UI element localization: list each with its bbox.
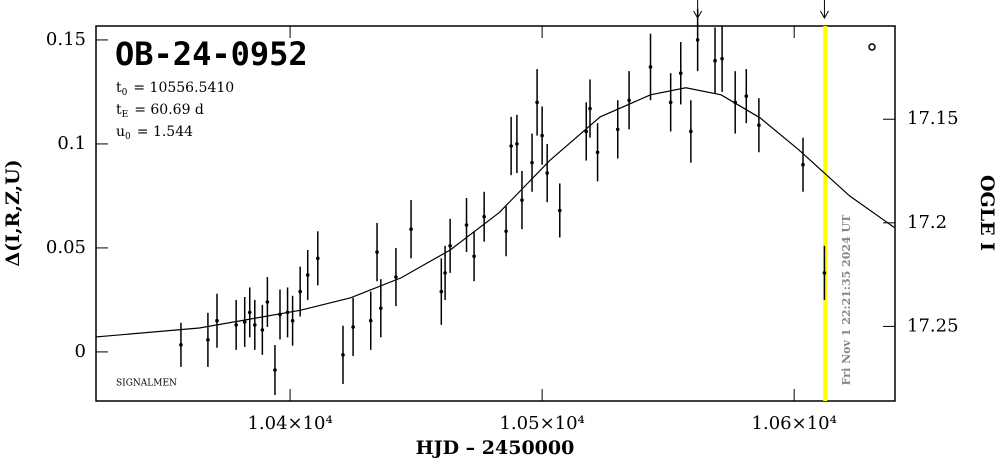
y2-axis-label: OGLE I [976,175,998,251]
data-point [472,254,476,259]
symbol-marker [868,43,876,51]
data-point [464,223,469,227]
data-point [689,129,693,134]
note: SIGNALMEN [116,379,177,389]
data-point [648,65,653,69]
data-point [234,323,238,327]
y-tick-label: 0.15 [46,29,86,50]
data-point [351,325,355,329]
data-point [588,106,592,111]
parameter-symbol: t [116,80,122,96]
y2-tick-label: 17.25 [907,315,959,336]
data-point [260,328,265,332]
parameter-value: = 1.544 [137,124,193,140]
data-point [584,129,589,134]
data-point [305,273,310,277]
data-point [316,256,320,261]
data-point [545,171,549,175]
data-point [509,144,513,148]
data-point [713,58,717,63]
data-point [443,271,447,275]
fit-parameter: t0 = 10556.5410 [116,80,234,98]
epoch-arrow [819,0,829,20]
data-point [242,320,247,324]
y-tick-label: 0.1 [57,133,86,154]
x-axis-label: HJD – 2450000 [416,437,575,459]
x-tick-label: 1.06×10⁴ [752,413,837,434]
data-point [504,229,508,234]
data-point [273,368,277,372]
x-tick-label: 1.05×10⁴ [499,413,584,434]
model-curve [95,87,896,338]
data-point [482,214,486,219]
y2-tick-label: 17.15 [907,108,959,129]
data-point [535,100,539,105]
parameter-subscript: 0 [125,132,131,142]
data-point [278,312,282,317]
data-point [285,310,290,315]
data-point [515,142,519,146]
parameter-value: = 60.69 d [134,102,204,118]
data-point [668,100,673,105]
y-axis-label: Δ(I,R,Z,U) [2,159,24,266]
data-point [744,94,749,98]
data-point [540,133,544,138]
fit-parameter: u0 = 1.544 [116,124,193,142]
parameter-subscript: E [122,110,129,120]
data-point [801,162,805,167]
data-point [368,318,373,323]
data-point [530,160,534,165]
data-point [720,56,724,61]
data-point [557,208,562,213]
parameter-symbol: t [116,102,122,118]
data-point [215,318,219,323]
data-point [520,198,524,202]
data-point [822,271,827,275]
data-point [375,250,379,254]
data-point [627,98,631,103]
data-point [265,300,270,304]
date-annotation: Fri Nov 1 22:21:35 2024 UT [840,214,853,385]
data-point [615,127,620,132]
data-point [394,275,398,279]
y-tick-label: 0.05 [46,237,86,258]
data-point [379,306,383,311]
data-point [448,244,452,248]
data-point [290,318,295,323]
data-point [695,38,700,42]
data-point [298,289,302,294]
data-point [733,100,737,105]
y-tick-label: 0 [75,341,86,362]
fit-parameter: tE = 60.69 d [116,102,204,120]
chart-title: OB-24-0952 [115,35,308,73]
data-point [595,150,600,155]
data-point [247,310,252,315]
y2-tick-label: 17.2 [907,212,947,233]
data-point [757,123,761,128]
data-point [409,227,413,232]
data-point [341,353,345,357]
data-point [439,289,444,294]
data-point [678,71,683,76]
parameter-subscript: 0 [122,88,128,98]
plot-frame [95,25,896,402]
x-tick-label: 1.04×10⁴ [247,413,332,434]
data-point [252,323,257,327]
data-point [179,343,183,347]
parameter-symbol: u [116,124,125,140]
data-point [206,338,210,342]
parameter-value: = 10556.5410 [133,80,234,96]
